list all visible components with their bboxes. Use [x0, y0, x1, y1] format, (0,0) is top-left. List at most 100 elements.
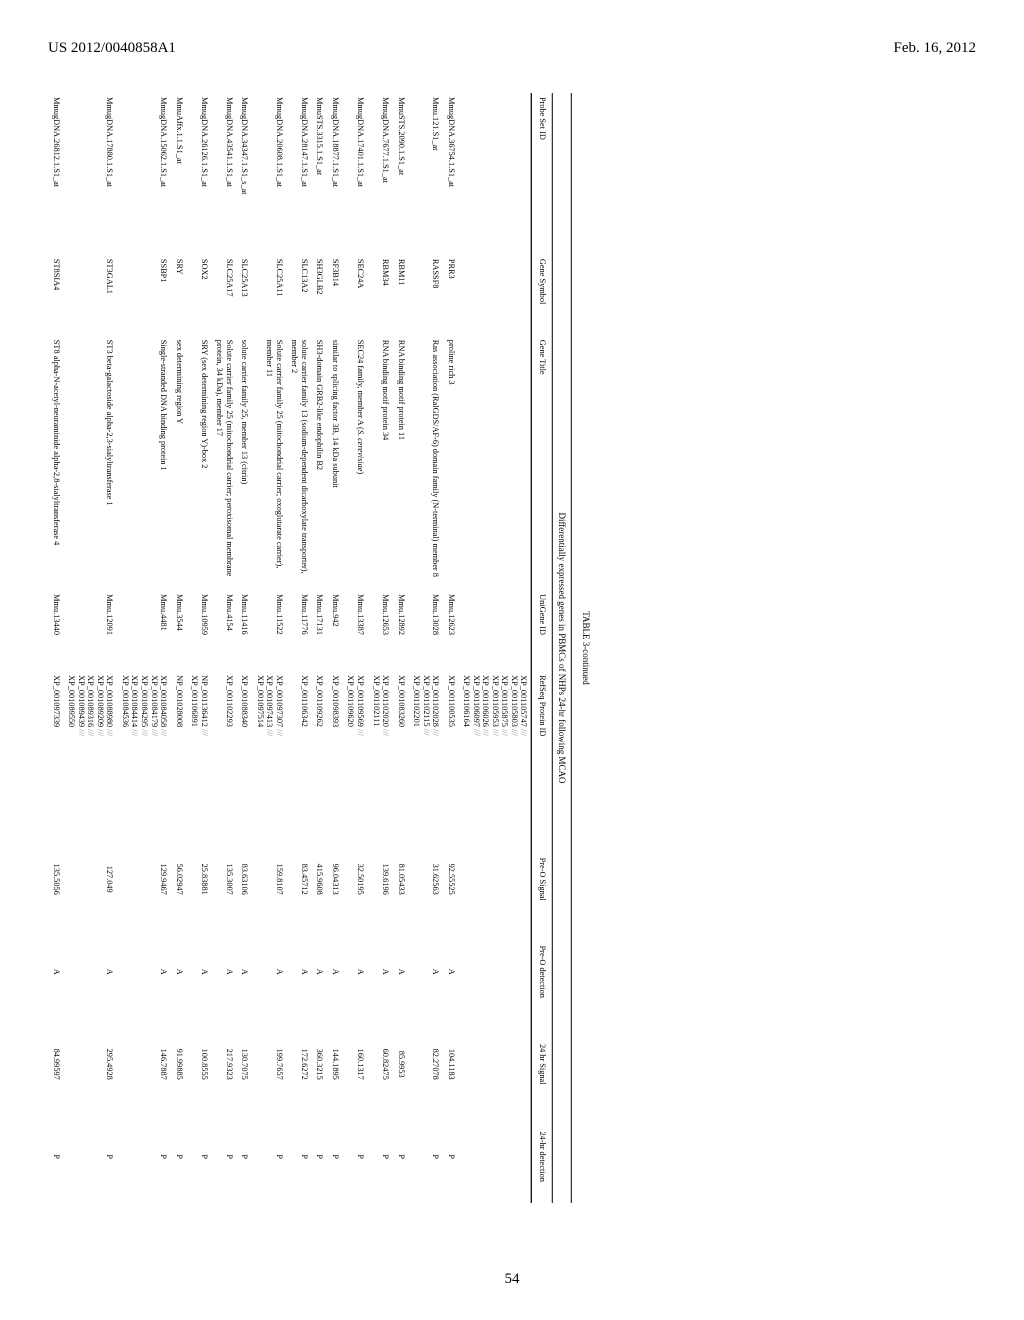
table-cell: A: [327, 925, 343, 1018]
table-cell: [459, 1018, 532, 1111]
table-cell: sex determining region Y: [171, 336, 187, 590]
table-cell: [459, 336, 532, 590]
table-cell: Mmu.12892: [393, 590, 409, 671]
table-cell: SLC25A11: [252, 255, 287, 336]
table-cell: 129.9467: [117, 833, 171, 926]
table-cell: ST3GAL1: [64, 255, 118, 336]
table-cell: XP_001109262: [312, 671, 328, 833]
table-cell: P: [287, 1110, 312, 1203]
table-cell: XP_001088980 ///XP_001089209 ///XP_00108…: [64, 671, 118, 833]
table-cell: P: [64, 1110, 118, 1203]
table-cell: 83.63106: [237, 833, 253, 926]
table-row: MmuSTS.3315.1.S1_atSH3GLB2SH3-domain GRB…: [312, 93, 328, 1203]
table-cell: 104.1183: [443, 1018, 459, 1111]
table-cell: ST8 alpha-N-acetyl-neuraminide alpha-2,8…: [48, 336, 64, 590]
table-cell: A: [252, 925, 287, 1018]
table-cell: P: [368, 1110, 393, 1203]
table-cell: 139.6196: [368, 833, 393, 926]
table-cell: Mmu.121.S1_at: [408, 93, 443, 255]
table-cell: MmugDNA.15062.1.S1_at: [117, 93, 171, 255]
table-cell: RBM34: [368, 255, 393, 336]
table-cell: 144.1895: [327, 1018, 343, 1111]
table-row: MmugDNA.7677.1.S1_atRBM34RNA binding mot…: [368, 93, 393, 1203]
table-cell: 135.3007: [211, 833, 236, 926]
table-cell: 100.8555: [186, 1018, 211, 1111]
table-cell: 25.83881: [186, 833, 211, 926]
table-cell: [459, 255, 532, 336]
table-cell: proline rich 3: [443, 336, 459, 590]
table-cell: XP_001109569 ///XP_001109620: [343, 671, 368, 833]
table-cell: 130.7075: [237, 1018, 253, 1111]
table-cell: 295.4928: [64, 1018, 118, 1111]
table-cell: 82.27078: [408, 1018, 443, 1111]
table-cell: Mmu.11776: [287, 590, 312, 671]
table-cell: NP_001028008: [171, 671, 187, 833]
table-cell: A: [312, 925, 328, 1018]
table-cell: Ras association (RalGDS/AF-6) domain fam…: [408, 336, 443, 590]
table-cell: P: [443, 1110, 459, 1203]
table-cell: P: [117, 1110, 171, 1203]
table-cell: XP_001097307 ///XP_001097413 ///XP_00109…: [252, 671, 287, 833]
table-row: MmuSTS.2090.1.S1_atRBM11RNA binding moti…: [393, 93, 409, 1203]
table-cell: P: [312, 1110, 328, 1203]
table-cell: XP_001102020 ///XP_001102111: [368, 671, 393, 833]
table-row: MmugDNA.18877.1.S1_atSF3B14similar to sp…: [327, 93, 343, 1203]
table-cell: XP_001106342: [287, 671, 312, 833]
table-cell: XP_001102293: [211, 671, 236, 833]
table-cell: A: [368, 925, 393, 1018]
table-cell: XP_001098393: [327, 671, 343, 833]
table-cell: XP_001102028 ///XP_001102115 ///XP_00110…: [408, 671, 443, 833]
table-cell: P: [408, 1110, 443, 1203]
table-cell: Mmu.11522: [252, 590, 287, 671]
column-header: 24-hr detection: [532, 1110, 552, 1203]
table-cell: XP_001088340: [237, 671, 253, 833]
table-cell: Mmu.4154: [211, 590, 236, 671]
table-cell: [459, 590, 532, 671]
table-cell: Solute carrier family 25 (mitochondrial …: [252, 336, 287, 590]
table-cell: RNA binding motif protein 11: [393, 336, 409, 590]
table-cell: MmugDNA.28147.1.S1_at: [287, 93, 312, 255]
table-cell: 199.7657: [252, 1018, 287, 1111]
table-cell: 32.50195: [343, 833, 368, 926]
table-cell: ST8SIA4: [48, 255, 64, 336]
page-number: 54: [505, 1271, 520, 1288]
table-cell: PRR3: [443, 255, 459, 336]
table-cell: XP_001083260: [393, 671, 409, 833]
table-cell: 217.9323: [211, 1018, 236, 1111]
table-cell: SF3B14: [327, 255, 343, 336]
table-cell: P: [343, 1110, 368, 1203]
table-cell: NP_001136412 ///XP_001106891: [186, 671, 211, 833]
column-header: Gene Title: [532, 336, 552, 590]
table-cell: SLC13A2: [287, 255, 312, 336]
table-cell: SH3GLB2: [312, 255, 328, 336]
table-cell: 92.55525: [443, 833, 459, 926]
table-cell: P: [211, 1110, 236, 1203]
table-cell: 172.6272: [287, 1018, 312, 1111]
table-cell: SH3-domain GRB2-like endophilin B2: [312, 336, 328, 590]
table-cell: SLC25A13: [237, 255, 253, 336]
table-cell: MmugDNA.34347.1.S1_s_at: [237, 93, 253, 255]
table-row: MmugDNA.20608.1.S1_atSLC25A11Solute carr…: [252, 93, 287, 1203]
table-cell: solute carrier family 13 (sodium-depende…: [287, 336, 312, 590]
table-cell: P: [186, 1110, 211, 1203]
column-header: RefSeq Protein ID: [532, 671, 552, 833]
table-cell: 85.9953: [393, 1018, 409, 1111]
table-cell: MmugDNA.20608.1.S1_at: [252, 93, 287, 255]
table-cell: Mmu.17131: [312, 590, 328, 671]
table-cell: SEC24 family, member A (S. cerevisiae): [343, 336, 368, 590]
table-cell: P: [237, 1110, 253, 1203]
table-cell: 83.45712: [287, 833, 312, 926]
table-cell: SLC25A17: [211, 255, 236, 336]
table-cell: 56.02947: [171, 833, 187, 926]
table-cell: Mmu.12091: [64, 590, 118, 671]
table-row: MmugDNA.43541.1.S1_atSLC25A17Solute carr…: [211, 93, 236, 1203]
table-row: MmugDNA.26126.1.S1_atSOX2SRY (sex determ…: [186, 93, 211, 1203]
table-cell: MmugDNA.26812.1.S1_at: [48, 93, 64, 255]
column-header: Probe Set ID: [532, 93, 552, 255]
column-header: Pre-O Signal: [532, 833, 552, 926]
table-cell: 360.3215: [312, 1018, 328, 1111]
table-row: MmugDNA.17401.1.S1_atSEC24ASEC24 family,…: [343, 93, 368, 1203]
column-header: 24 hr Signal: [532, 1018, 552, 1111]
table-cell: A: [393, 925, 409, 1018]
table-cell: A: [237, 925, 253, 1018]
